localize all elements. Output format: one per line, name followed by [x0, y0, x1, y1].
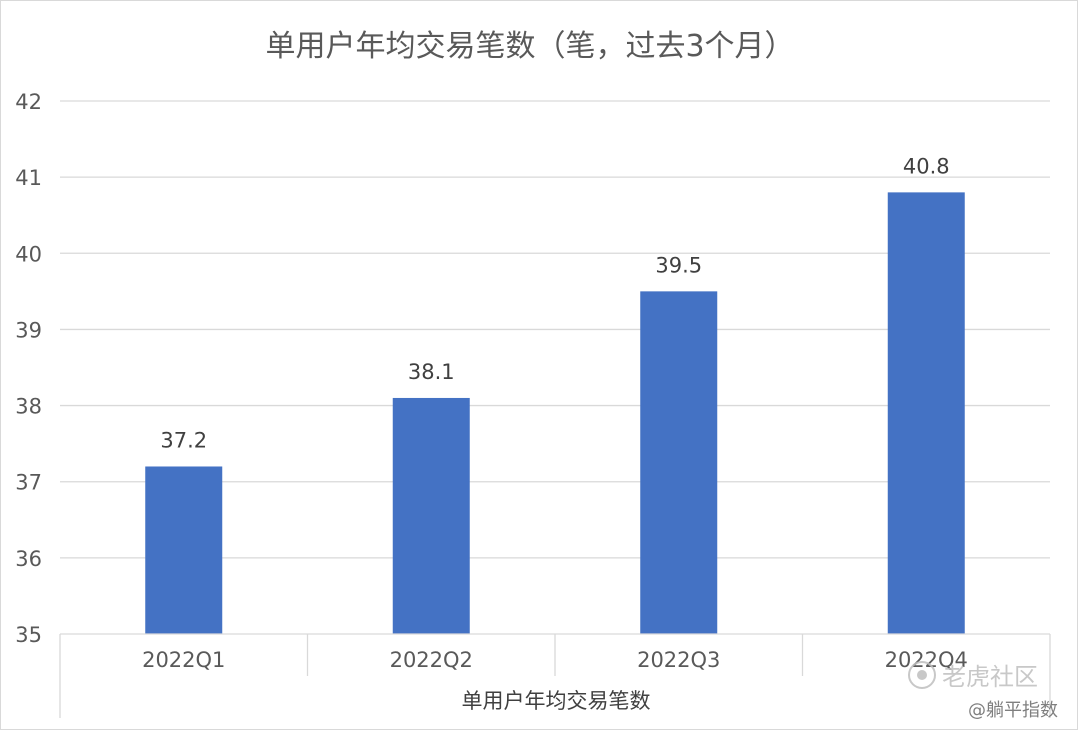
tiger-logo-icon [908, 660, 936, 689]
chart-title: 单用户年均交易笔数（笔，过去3个月） [265, 29, 794, 64]
x-axis-tick-labels: 2022Q1 2022Q2 2022Q3 2022Q4 [142, 648, 968, 672]
watermark-logo: 老虎社区 [908, 657, 1038, 692]
bar [145, 466, 223, 634]
gridlines [60, 100, 1050, 559]
y-tick-label: 36 [15, 547, 42, 571]
watermark-author: @躺平指数 [968, 700, 1058, 721]
bar [887, 192, 965, 634]
y-tick-label: 41 [15, 166, 42, 190]
bar [392, 397, 470, 634]
x-tick-label: 2022Q2 [390, 648, 473, 672]
data-label: 37.2 [160, 428, 207, 452]
data-label: 38.1 [408, 360, 455, 384]
bar [640, 291, 718, 634]
y-tick-label: 38 [15, 395, 42, 419]
data-label: 40.8 [903, 154, 950, 178]
y-tick-label: 42 [15, 90, 42, 114]
y-tick-label: 40 [15, 242, 42, 266]
data-label: 39.5 [655, 253, 702, 277]
x-axis-title: 单用户年均交易笔数 [462, 689, 651, 713]
y-tick-label: 35 [15, 623, 42, 647]
y-axis-tick-labels: 35 36 37 38 39 40 41 42 [15, 90, 42, 647]
watermark-logo-text: 老虎社区 [942, 663, 1038, 691]
data-labels: 37.2 38.1 39.5 40.8 [160, 154, 949, 452]
x-axis [59, 633, 1051, 718]
x-tick-label: 2022Q1 [142, 648, 225, 672]
y-tick-label: 37 [15, 471, 42, 495]
x-tick-label: 2022Q3 [637, 648, 720, 672]
y-tick-label: 39 [15, 318, 42, 342]
bars [145, 192, 965, 634]
